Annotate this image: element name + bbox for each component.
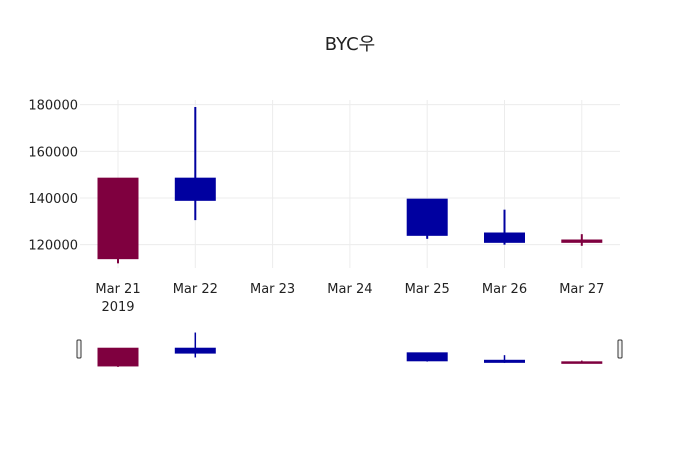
candle-body	[174, 177, 216, 201]
candle-layer	[97, 107, 603, 264]
x-tick-label: Mar 25	[405, 282, 450, 297]
slider-candle-body	[484, 359, 525, 363]
x-year-label: 2019	[101, 300, 134, 315]
range-slider-right-handle[interactable]	[617, 339, 623, 359]
candle-body	[406, 198, 448, 236]
candle-body	[484, 232, 525, 243]
y-tick-label: 140000	[28, 192, 78, 207]
x-tick-label: Mar 21	[95, 282, 140, 297]
chart-title: BYC우	[324, 34, 376, 55]
x-tick-label: Mar 23	[250, 282, 295, 297]
range-slider-background	[80, 331, 620, 368]
x-tick-label: Mar 24	[327, 282, 372, 297]
slider-candle-body	[174, 347, 216, 354]
y-tick-label: 120000	[28, 239, 78, 254]
axis-layer: 120000 140000 160000 180000 Mar 21 Mar 22 Mar …	[28, 99, 604, 315]
x-tick-label: Mar 22	[173, 282, 218, 297]
candle-body	[561, 239, 603, 243]
slider-candle-body	[561, 361, 603, 364]
x-tick-label: Mar 26	[482, 282, 527, 297]
slider-candle-body	[406, 352, 448, 362]
range-slider-left-handle[interactable]	[76, 339, 82, 359]
y-tick-label: 160000	[28, 145, 78, 160]
x-tick-label: Mar 27	[559, 282, 604, 297]
y-tick-label: 180000	[28, 99, 78, 114]
range-slider[interactable]	[76, 331, 623, 368]
grid-layer	[80, 100, 620, 268]
slider-candle-body	[97, 347, 139, 367]
candle-body	[97, 177, 139, 260]
